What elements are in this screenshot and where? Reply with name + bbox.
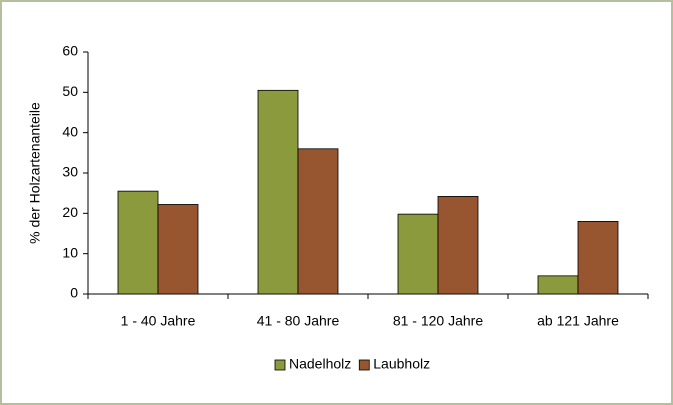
bar xyxy=(437,195,479,295)
bar xyxy=(577,220,619,295)
y-tick-label: 50 xyxy=(62,83,78,99)
legend-swatch xyxy=(274,359,286,371)
x-tick-label: ab 121 Jahre xyxy=(537,313,619,329)
x-tick-label: 1 - 40 Jahre xyxy=(121,313,196,329)
legend-label: Nadelholz xyxy=(289,356,351,372)
bar xyxy=(397,213,439,295)
y-tick-label: 20 xyxy=(62,204,78,220)
y-tick-label: 40 xyxy=(62,123,78,139)
y-tick-label: 60 xyxy=(62,43,78,59)
bar xyxy=(117,190,159,295)
legend-label: Laubholz xyxy=(373,356,430,372)
bar xyxy=(157,204,199,295)
x-tick-label: 81 - 120 Jahre xyxy=(393,313,483,329)
bar xyxy=(297,148,339,295)
y-tick-label: 0 xyxy=(70,285,78,301)
x-tick-label: 41 - 80 Jahre xyxy=(257,313,340,329)
legend-swatch xyxy=(358,359,370,371)
y-axis-label: % der Holzartenanteile xyxy=(27,102,43,244)
bar xyxy=(537,275,579,295)
bar xyxy=(257,89,299,295)
y-tick-label: 10 xyxy=(62,244,78,260)
y-tick-label: 30 xyxy=(62,164,78,180)
